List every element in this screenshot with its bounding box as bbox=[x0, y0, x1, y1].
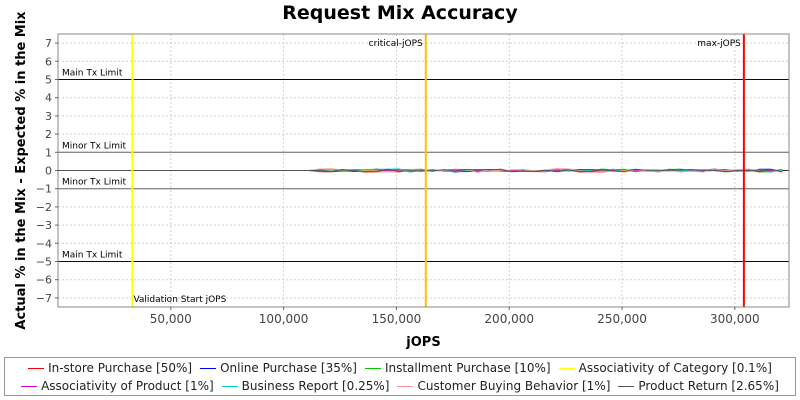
y-tick-label: −1 bbox=[36, 183, 52, 196]
x-axis-label: jOPS bbox=[405, 335, 440, 350]
x-tick-label: 200,000 bbox=[484, 312, 534, 326]
legend-label: Online Purchase [35%] bbox=[220, 361, 357, 375]
limit-label: Minor Tx Limit bbox=[62, 141, 127, 151]
legend-swatch bbox=[558, 367, 575, 369]
legend-label: In-store Purchase [50%] bbox=[48, 361, 193, 375]
legend-row-2: Associativity of Product [1%] Business Re… bbox=[5, 377, 795, 395]
x-tick-label: 100,000 bbox=[259, 312, 309, 326]
chart-title: Request Mix Accuracy bbox=[282, 2, 518, 24]
legend-item: Customer Buying Behavior [1%] bbox=[397, 379, 610, 393]
legend-label: Associativity of Product [1%] bbox=[41, 379, 214, 393]
y-tick-label: 1 bbox=[45, 146, 52, 159]
y-tick-label: 4 bbox=[45, 92, 52, 105]
limit-label: Main Tx Limit bbox=[62, 251, 123, 261]
legend-swatch bbox=[21, 385, 38, 387]
series-line bbox=[60, 168, 783, 173]
limit-label: Minor Tx Limit bbox=[62, 178, 127, 188]
legend-label: Product Return [2.65%] bbox=[638, 379, 779, 393]
legend-row-1: In-store Purchase [50%] Online Purchase [… bbox=[5, 359, 795, 377]
legend-swatch bbox=[221, 385, 238, 387]
y-tick-label: −4 bbox=[36, 237, 52, 250]
legend-item: Online Purchase [35%] bbox=[200, 361, 357, 375]
marker-label: critical-jOPS bbox=[369, 39, 423, 49]
legend-label: Associativity of Category [0.1%] bbox=[578, 361, 772, 375]
y-tick-label: 6 bbox=[45, 55, 52, 68]
y-tick-label: −7 bbox=[36, 292, 52, 305]
legend-swatch bbox=[618, 385, 635, 387]
legend-item: Associativity of Category [0.1%] bbox=[558, 361, 772, 375]
y-tick-label: −5 bbox=[36, 256, 52, 269]
legend-item: Business Report [0.25%] bbox=[221, 379, 390, 393]
x-tick-label: 250,000 bbox=[597, 312, 647, 326]
x-tick-label: 50,000 bbox=[150, 312, 192, 326]
y-tick-label: 7 bbox=[45, 37, 52, 50]
y-tick-label: −2 bbox=[36, 201, 52, 214]
y-axis-label: Actual % in the Mix - Expected % in the … bbox=[14, 11, 29, 330]
legend-swatch bbox=[28, 367, 45, 369]
y-tick-label: 3 bbox=[45, 110, 52, 123]
y-tick-label: 5 bbox=[45, 74, 52, 87]
legend-item: Installment Purchase [10%] bbox=[364, 361, 551, 375]
x-tick-label: 150,000 bbox=[372, 312, 422, 326]
legend-swatch bbox=[200, 367, 217, 369]
limit-label: Main Tx Limit bbox=[62, 69, 123, 79]
marker-label: Validation Start jOPS bbox=[133, 295, 226, 305]
legend-item: Product Return [2.65%] bbox=[618, 379, 779, 393]
y-tick-label: 2 bbox=[45, 128, 52, 141]
legend-label: Installment Purchase [10%] bbox=[384, 361, 551, 375]
y-tick-label: −3 bbox=[36, 219, 52, 232]
legend-swatch bbox=[397, 385, 414, 387]
legend-label: Customer Buying Behavior [1%] bbox=[417, 379, 611, 393]
legend-label: Business Report [0.25%] bbox=[241, 379, 390, 393]
marker-label: max-jOPS bbox=[697, 39, 741, 49]
legend-item: Associativity of Product [1%] bbox=[21, 379, 214, 393]
legend: In-store Purchase [50%] Online Purchase [… bbox=[4, 357, 796, 396]
y-tick-label: 0 bbox=[45, 165, 52, 178]
x-tick-label: 300,000 bbox=[710, 312, 760, 326]
chart-canvas: Main Tx Limit Minor Tx Limit Minor Tx Limi… bbox=[14, 11, 790, 350]
legend-swatch bbox=[364, 367, 381, 369]
y-tick-label: −6 bbox=[36, 274, 52, 287]
legend-item: In-store Purchase [50%] bbox=[28, 361, 192, 375]
